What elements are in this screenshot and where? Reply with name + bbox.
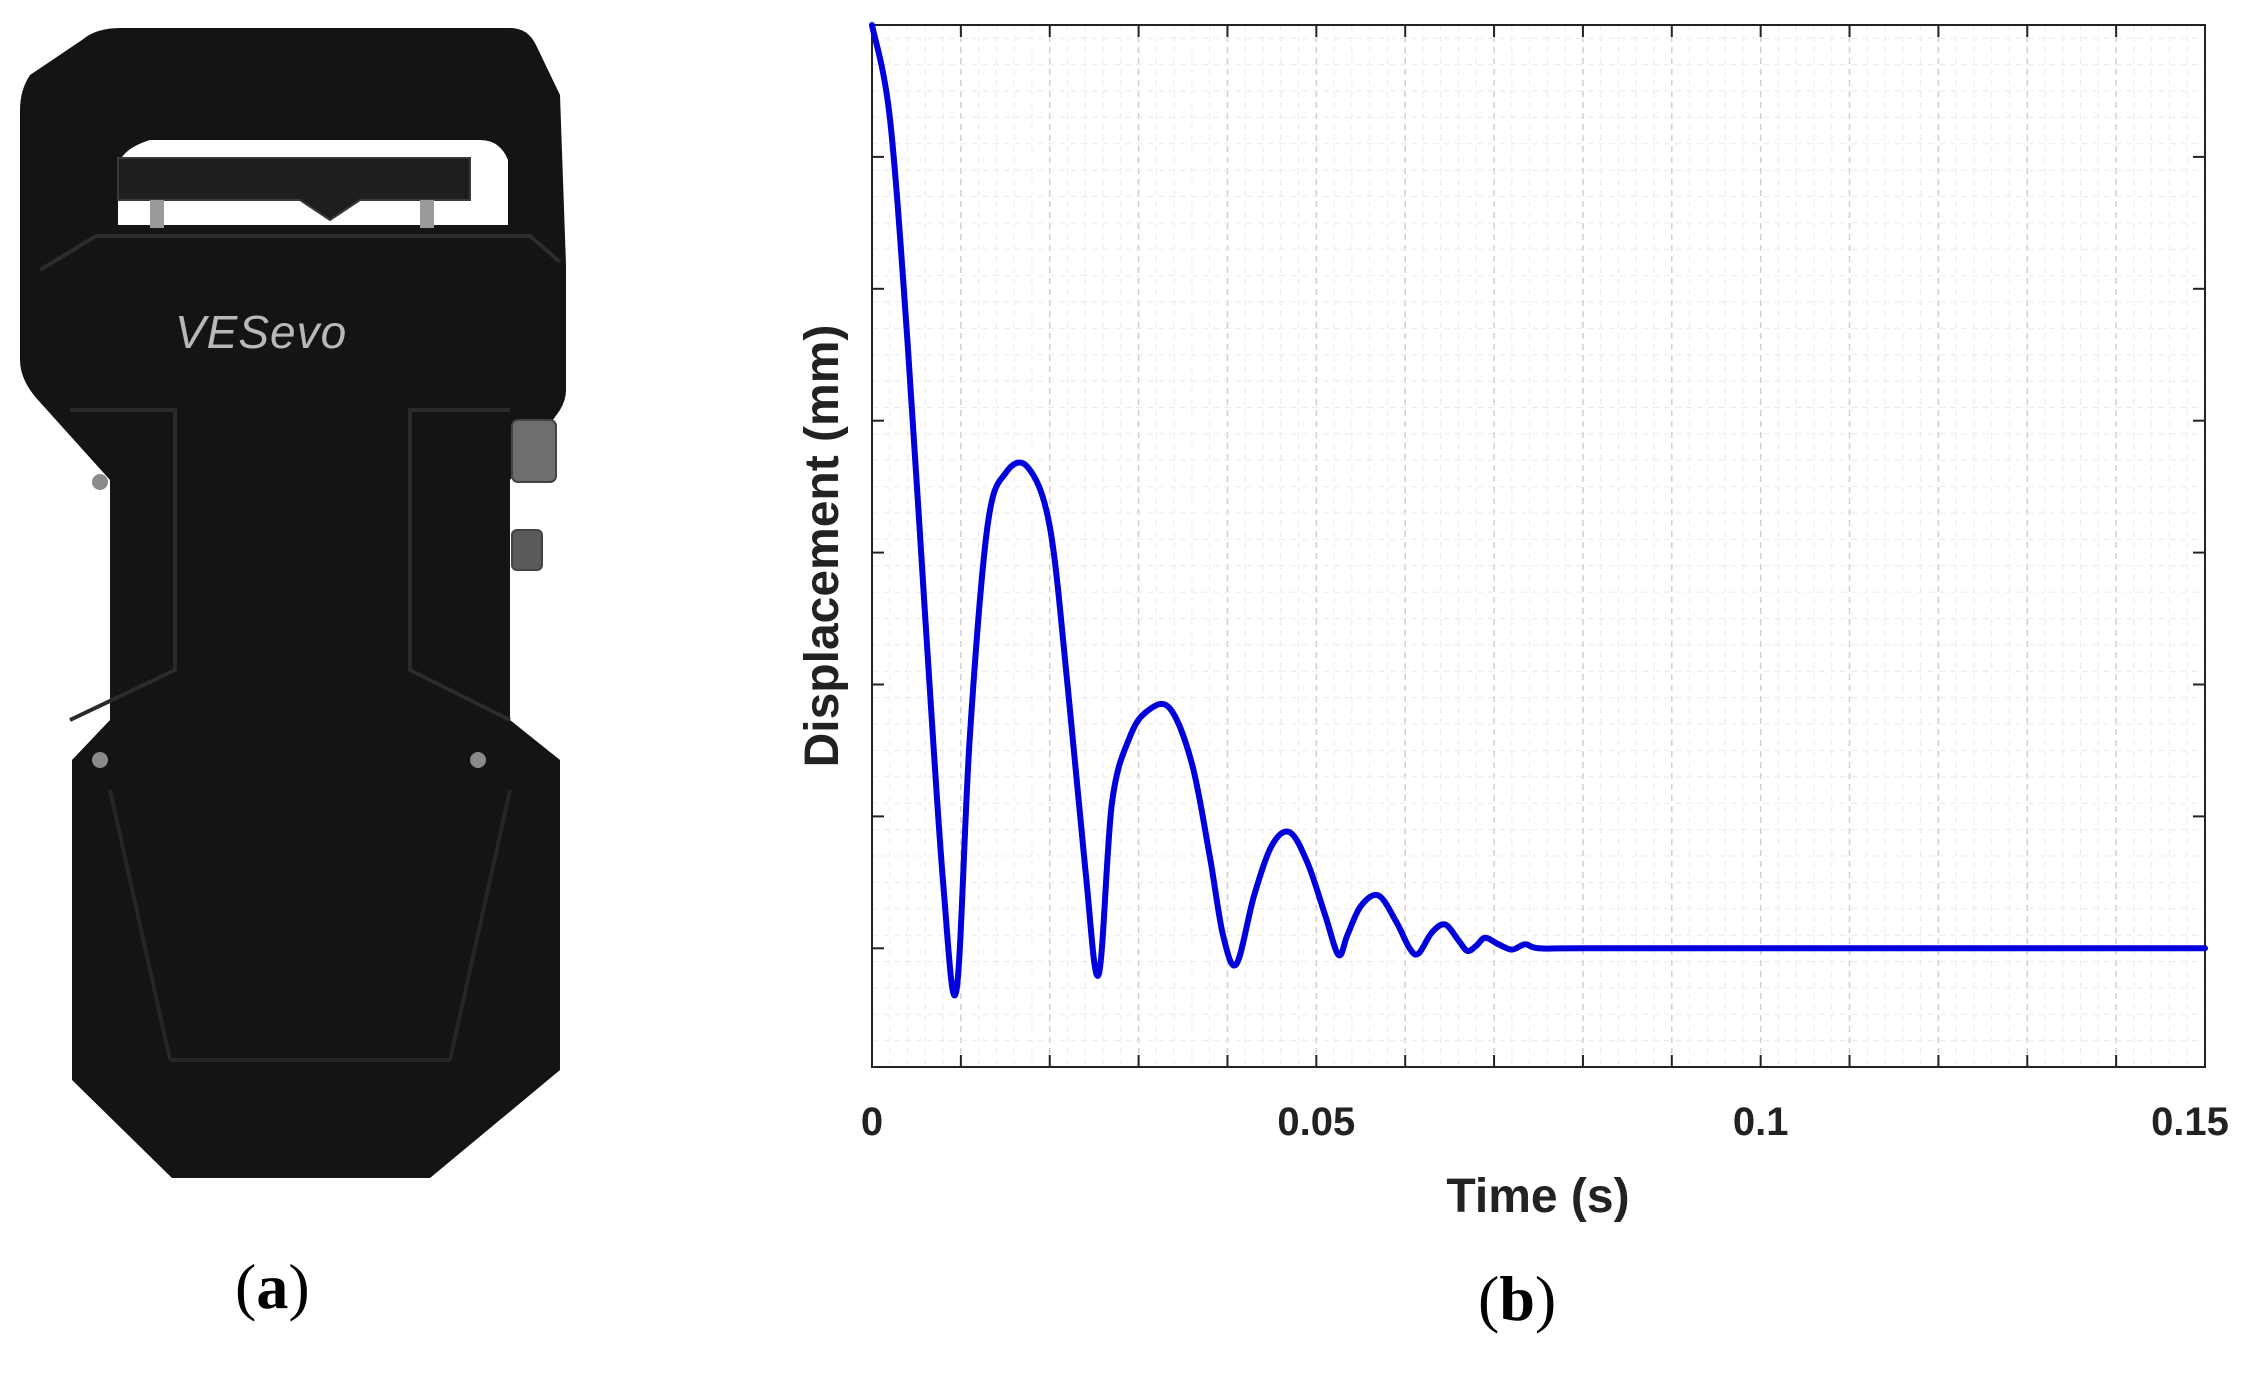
device-body [20,28,566,1178]
screw-bottom-right [470,752,486,768]
plot-frame [871,24,2206,1068]
panel-label-b: (b) [1478,1263,1557,1334]
left-side-panel [69,408,177,722]
panel-label-b-letter: b [1499,1263,1535,1334]
handle-pin-left [150,200,164,228]
x-tick-labels: 0 0.05 0.1 0.15 [861,1100,2229,1144]
connector-small [511,529,543,571]
handle-grip [117,157,471,222]
chart-grid [872,25,2205,1067]
displacement-chart: 0 0.05 0.1 0.15 Time (s) Displacement (mm) [796,22,2229,1223]
panel-label-a: (a) [235,1251,310,1322]
y-axis-title: Displacement (mm) [796,325,849,768]
device-photo: VESevo [20,28,566,1178]
connector-large [511,419,557,483]
x-tick-label: 0 [861,1100,883,1144]
lower-panel-lines [108,789,512,1062]
displacement-series-line [869,22,2208,999]
x-tick-label: 0.05 [1277,1100,1355,1144]
x-axis-title: Time (s) [1446,1170,1629,1223]
panel-label-a-letter: a [256,1251,289,1322]
screw-bottom-left [92,752,108,768]
brand-logo: VESevo [175,306,347,358]
right-side-panel [408,408,511,722]
x-tick-label: 0.15 [2151,1100,2229,1144]
upper-bevel [38,234,562,272]
handle-pin-right [420,200,434,228]
axis-ticks [871,24,2206,1067]
screw-top-left [92,474,108,490]
x-tick-label: 0.1 [1733,1100,1789,1144]
